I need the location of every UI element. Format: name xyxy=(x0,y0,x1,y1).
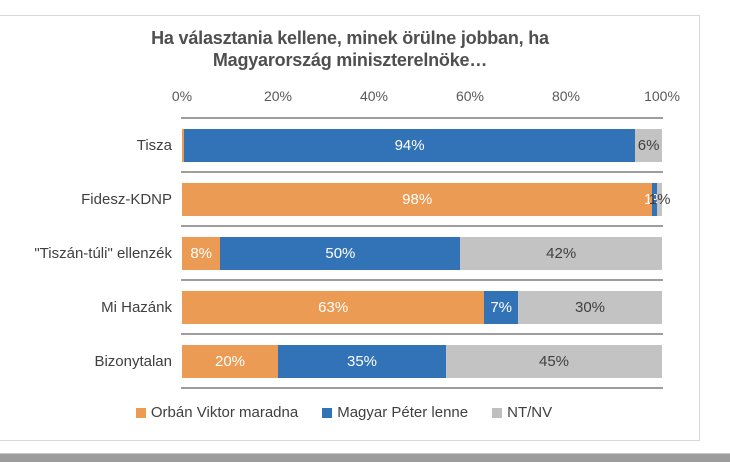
gridline xyxy=(181,117,663,119)
bar-segment xyxy=(460,236,662,270)
bar-segment-label: 94% xyxy=(394,136,425,154)
bar-row: 20% 35% 45% xyxy=(182,344,662,378)
bar-segment xyxy=(220,236,461,270)
bar-segment-label: 1% xyxy=(648,190,671,208)
legend-swatch-icon xyxy=(135,407,146,418)
category-label: Tisza xyxy=(136,136,172,154)
bar-segment xyxy=(182,182,653,216)
category-label: "Tiszán-túli" ellenzék xyxy=(34,244,172,262)
gridline xyxy=(181,333,663,335)
bar-segment-label: 30% xyxy=(574,298,606,316)
legend-item: NT/NV xyxy=(492,404,552,421)
x-axis-tick-label: 40% xyxy=(359,88,389,104)
legend-swatch-icon xyxy=(322,407,333,418)
bar-segment xyxy=(635,128,662,162)
bar-segment xyxy=(184,128,636,162)
x-axis-tick-label: 100% xyxy=(644,88,680,104)
category-label: Bizonytalan xyxy=(94,352,172,370)
bar-segment xyxy=(518,290,662,324)
gridline xyxy=(181,279,663,281)
chart-title-line2: Magyarország miniszterelnöke… xyxy=(212,50,488,70)
bar-segment-label: 50% xyxy=(325,244,356,262)
chart-title: Ha választania kellene, minek örülne job… xyxy=(0,27,700,71)
legend-label: Magyar Péter lenne xyxy=(337,404,469,421)
gridline xyxy=(181,171,663,173)
bar-segment-label: 7% xyxy=(490,298,513,316)
legend-label: Orbán Viktor maradna xyxy=(150,404,299,421)
bar-segment xyxy=(652,182,658,216)
chart-legend: Orbán Viktor maradna Magyar Péter lenne NT… xyxy=(0,404,700,421)
bar-segment-label: 98% xyxy=(402,190,433,208)
legend-item: Magyar Péter lenne xyxy=(322,404,468,421)
window-edge-bar xyxy=(0,453,730,462)
bar-segment-label: 6% xyxy=(637,136,660,154)
gridline xyxy=(181,387,663,389)
legend-item: Orbán Viktor maradna xyxy=(135,404,299,421)
x-axis-tick-label: 80% xyxy=(551,88,581,104)
chart-title-line1: Ha választania kellene, minek örülne job… xyxy=(151,28,549,48)
bar-segment-label: 63% xyxy=(318,298,349,316)
bar-segment xyxy=(182,236,221,270)
category-label: Fidesz-KDNP xyxy=(81,190,172,208)
gridline xyxy=(181,225,663,227)
x-axis-tick-label: 0% xyxy=(171,88,193,104)
bar-segment xyxy=(484,290,518,324)
bar-segment-label: 45% xyxy=(538,352,570,370)
bar-segment-label: 20% xyxy=(214,352,246,370)
bar-segment-label: 8% xyxy=(190,244,213,262)
x-axis-tick-label: 60% xyxy=(455,88,485,104)
legend-label: NT/NV xyxy=(507,404,553,421)
bar-segment-label: 42% xyxy=(546,244,577,262)
x-axis-tick-label: 20% xyxy=(263,88,293,104)
bar-segment xyxy=(182,128,184,162)
bar-segment xyxy=(657,182,662,216)
bar-row: 63% 7% 30% xyxy=(182,290,662,324)
category-label: Mi Hazánk xyxy=(101,298,172,316)
legend-swatch-icon xyxy=(492,407,503,418)
bar-segment xyxy=(182,344,278,378)
bar-segment xyxy=(182,290,485,324)
bar-segment xyxy=(446,344,662,378)
bar-row: 8% 50% 42% xyxy=(182,236,662,270)
bar-segment-label: 35% xyxy=(346,352,378,370)
bar-segment xyxy=(278,344,446,378)
bar-row: %94%6% xyxy=(182,128,662,162)
bar-row: 98% 1% 1% xyxy=(182,182,670,216)
